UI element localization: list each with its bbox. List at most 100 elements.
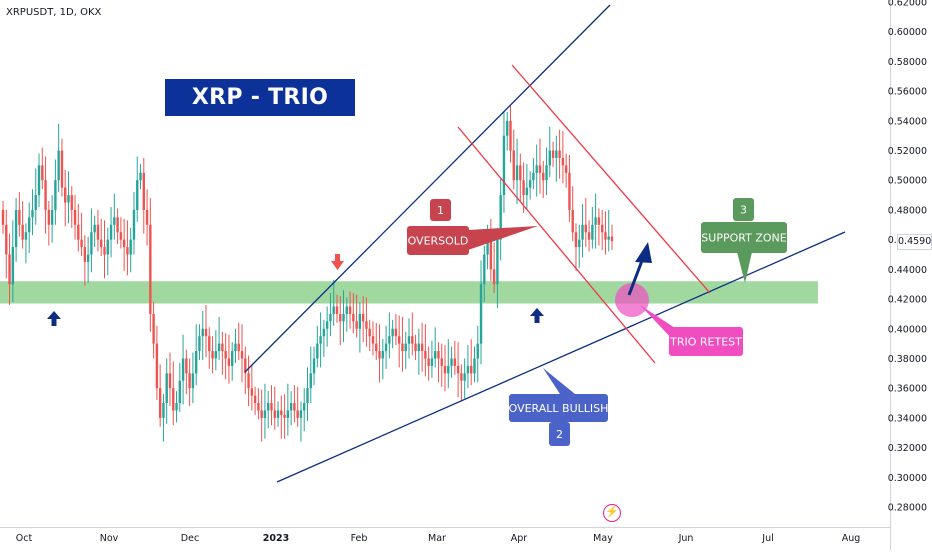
candle-body <box>270 403 273 411</box>
support-zone-number-box[interactable] <box>733 198 754 221</box>
candle-body <box>86 254 90 262</box>
ascending-channel-top-line[interactable] <box>244 4 611 373</box>
y-tick-label: 0.40000 <box>888 324 927 335</box>
support-pointer <box>737 252 752 283</box>
candle-body <box>67 195 70 203</box>
support-zone-label-box[interactable] <box>701 222 787 253</box>
candle-body <box>450 358 453 366</box>
trio-retest-label-box[interactable] <box>669 327 743 356</box>
x-tick-label: May <box>593 533 613 544</box>
candle-body <box>486 239 489 255</box>
ascending-channel-bottom-line[interactable] <box>276 231 846 483</box>
candle-body <box>50 209 54 225</box>
candle-body <box>5 224 8 255</box>
y-tick-label: 0.54000 <box>888 116 927 127</box>
candle-body <box>591 224 594 240</box>
candle-body <box>280 410 283 415</box>
candle-body <box>155 343 159 389</box>
candle-body <box>162 403 165 418</box>
candle-body <box>587 232 591 240</box>
candle-body <box>532 172 535 181</box>
candle-body <box>185 358 188 374</box>
candle-body <box>381 351 385 359</box>
candle-body <box>309 373 312 389</box>
candle-body <box>70 195 73 210</box>
candle-body <box>512 150 515 181</box>
x-tick-label: Jul <box>761 533 773 544</box>
candle-body <box>286 410 290 418</box>
x-tick-label: Aug <box>842 533 861 544</box>
candle-body <box>473 358 476 374</box>
candle-body <box>60 150 64 188</box>
y-tick-label: 0.48000 <box>888 205 927 216</box>
candle-body <box>227 358 231 366</box>
candle-body <box>466 365 470 374</box>
descending-channel-top-line[interactable] <box>511 64 711 294</box>
candle-body <box>224 351 227 359</box>
candle-body <box>342 313 345 322</box>
candle-body <box>352 313 355 322</box>
candle-body <box>604 232 607 240</box>
x-tick-label: Feb <box>351 533 368 544</box>
candle-body <box>14 209 18 248</box>
current-price-tag: 0.45900 <box>897 234 932 250</box>
candle-body <box>440 358 443 366</box>
candle-body <box>584 224 588 233</box>
candle-body <box>221 343 224 352</box>
candle-body <box>181 358 185 381</box>
candle-body <box>391 328 394 337</box>
y-tick-label: 0.28000 <box>888 503 927 514</box>
y-tick-label: 0.36000 <box>888 384 927 395</box>
overall-bullish-label-text: OVERALL BULLISH <box>509 402 609 415</box>
y-tick-label: 0.50000 <box>888 176 927 187</box>
retest-circle[interactable] <box>615 283 649 317</box>
candle-body <box>247 373 250 389</box>
candle-body <box>73 209 77 225</box>
x-tick-label: Nov <box>100 533 119 544</box>
overall-bullish-label-box[interactable] <box>509 394 608 422</box>
candle-body <box>519 165 522 181</box>
oversold-label-box[interactable] <box>407 226 469 255</box>
descending-channel-bottom-line[interactable] <box>457 126 656 364</box>
overall-bullish-number-text: 2 <box>556 428 563 441</box>
candle-body <box>178 380 182 404</box>
candle-body <box>499 195 502 240</box>
candle-body <box>18 209 21 225</box>
x-tick-label: Oct <box>16 533 33 544</box>
overall-bullish-number-box[interactable] <box>549 422 570 446</box>
candle-body <box>607 236 610 240</box>
candle-body <box>234 343 237 352</box>
candle-body <box>116 217 119 233</box>
candle-body <box>296 410 299 418</box>
candle-body <box>132 209 136 240</box>
bullish-pointer <box>543 368 575 394</box>
candle-body <box>165 373 168 404</box>
candle-body <box>479 284 483 344</box>
candle-body <box>293 403 296 411</box>
oversold-number-text: 1 <box>437 204 444 217</box>
candle-body <box>316 343 319 359</box>
projection-arrow-shaft <box>627 257 645 296</box>
candle-body <box>502 135 506 196</box>
candle-body <box>194 351 198 374</box>
y-tick-label: 0.58000 <box>888 57 927 68</box>
candle-body <box>31 209 34 218</box>
candle-body <box>470 365 473 374</box>
candle-body <box>54 180 57 210</box>
oversold-number-box[interactable] <box>430 199 451 221</box>
candle-body <box>158 388 162 418</box>
retest-pointer <box>640 305 675 342</box>
candle-body <box>1 209 5 225</box>
support-zone-number-text: 3 <box>740 204 747 217</box>
candle-body <box>263 410 267 418</box>
candle-body <box>208 336 211 352</box>
candle-body <box>348 306 352 314</box>
y-tick-label: 0.62000 <box>888 0 927 9</box>
candle-body <box>329 313 332 322</box>
candle-body <box>368 328 371 337</box>
lightning-icon[interactable]: ⚡ <box>603 504 621 522</box>
candle-body <box>401 343 404 352</box>
candle-body <box>437 351 440 359</box>
